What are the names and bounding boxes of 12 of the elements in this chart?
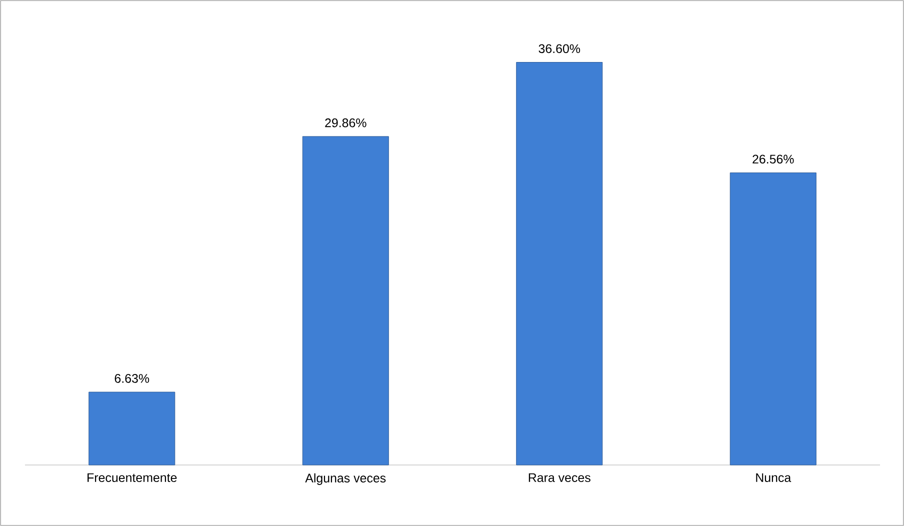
data-label: 6.63% — [114, 374, 150, 383]
bar — [88, 392, 176, 466]
data-label: 26.56% — [752, 154, 794, 164]
bar — [516, 62, 603, 466]
bar — [302, 136, 389, 466]
data-label: 29.86% — [325, 118, 366, 128]
x-tick-label: Frecuentemente — [88, 473, 177, 482]
bar — [730, 172, 816, 466]
x-tick-label: Nunca — [756, 473, 792, 482]
data-label: 36.60% — [538, 44, 580, 54]
x-tick-label: Rara veces — [528, 473, 590, 482]
x-tick-label: Algunas veces — [305, 473, 386, 485]
